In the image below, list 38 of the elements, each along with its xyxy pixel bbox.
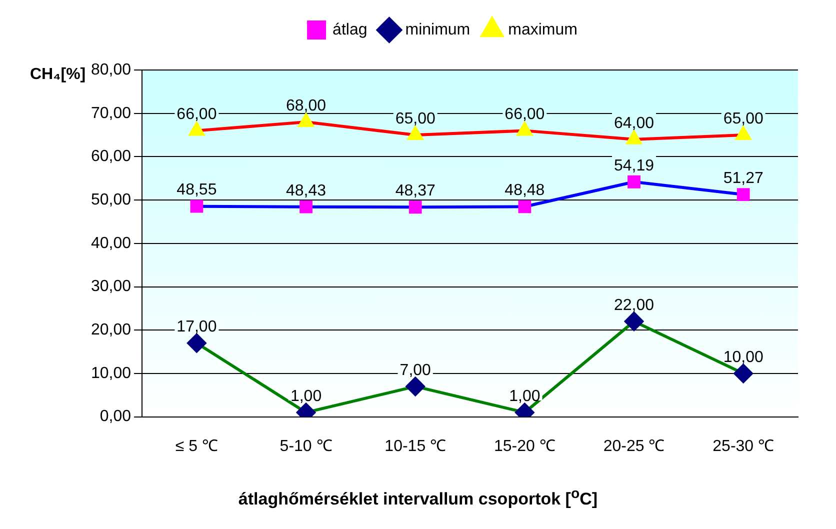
data-label: 68,00	[286, 97, 326, 114]
y-tick-label: 30,00	[90, 278, 132, 296]
legend-label: átlag	[332, 21, 368, 38]
y-tick-label: 50,00	[90, 191, 132, 208]
y-tick-label: 70,00	[90, 104, 132, 122]
data-label: 1,00	[290, 388, 322, 405]
data-label: 64,00	[614, 114, 654, 132]
x-tick-label: 25-30 ℃	[712, 438, 774, 455]
y-tick-label: 40,00	[90, 234, 132, 252]
y-tick-label: 80,00	[90, 61, 132, 78]
data-label: 48,37	[395, 182, 436, 200]
y-tick-label: 20,00	[90, 322, 132, 339]
y-tick-label: 0,00	[100, 408, 132, 426]
legend-label: minimum	[405, 21, 470, 38]
data-label: 66,00	[176, 106, 217, 124]
y-tick-label: 60,00	[90, 148, 132, 166]
data-label: 7,00	[400, 362, 432, 379]
data-label: 22,00	[614, 296, 654, 314]
data-label: 66,00	[504, 106, 545, 124]
data-label: 1,00	[509, 388, 540, 405]
x-tick-label: ≤ 5 ℃	[175, 438, 218, 455]
data-label: 51,27	[723, 170, 764, 187]
x-tick-label: 10-15 ℃	[384, 438, 446, 455]
y-axis-title: CH₄[%]	[30, 66, 86, 84]
x-axis-title: átlaghőmérséklet intervallum csoportok [$^{o}$C]	[237, 486, 599, 510]
x-tick-label: 5-10 ℃	[280, 438, 332, 455]
legend-label: maximum	[508, 21, 578, 38]
data-label: 54,19	[614, 157, 654, 174]
data-label: 17,00	[176, 318, 217, 336]
data-label: 10,00	[723, 348, 764, 366]
x-tick-label: 20-25 ℃	[603, 438, 665, 455]
data-label: 48,48	[504, 182, 545, 200]
data-label: 48,43	[286, 182, 326, 200]
data-label: 65,00	[395, 110, 436, 128]
data-label: 65,00	[723, 110, 764, 128]
x-tick-label: 15-20 ℃	[494, 438, 556, 455]
y-tick-label: 10,00	[90, 364, 132, 382]
data-label: 48,55	[176, 182, 217, 199]
